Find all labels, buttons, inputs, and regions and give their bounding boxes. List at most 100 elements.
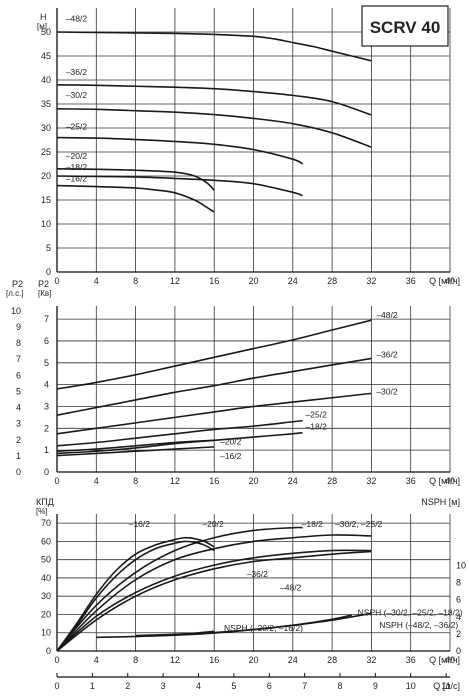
x-tick-label: 20 bbox=[248, 476, 258, 486]
y-tick-label: 0 bbox=[44, 467, 49, 477]
series-label: NSPH (–48/2, –36/2) bbox=[379, 620, 458, 630]
y-tick-label: 3 bbox=[44, 401, 49, 411]
x-tick-label: 0 bbox=[54, 276, 59, 286]
series-line bbox=[56, 31, 372, 62]
y2-tick-label: 8 bbox=[456, 578, 461, 588]
series-label: –18/2 bbox=[302, 519, 324, 529]
series-line bbox=[56, 549, 372, 652]
series-line bbox=[56, 184, 215, 213]
y-tick-label: 6 bbox=[44, 336, 49, 346]
x2-tick-label: 1 bbox=[90, 681, 95, 691]
series-label: –48/2 bbox=[280, 583, 302, 593]
x-tick-label: 28 bbox=[327, 655, 337, 665]
series-label: –18/2 bbox=[66, 162, 88, 172]
x-tick-label: 36 bbox=[406, 655, 416, 665]
y2-tick-label: 2 bbox=[456, 629, 461, 639]
series-label: –30/2 bbox=[376, 386, 398, 396]
x-tick-label: 4 bbox=[94, 476, 99, 486]
x2-tick-label: 10 bbox=[406, 681, 416, 691]
series-label: –16/2 bbox=[66, 173, 88, 183]
series-line bbox=[56, 536, 215, 652]
x-tick-label: 16 bbox=[209, 476, 219, 486]
series-label: –48/2 bbox=[66, 13, 88, 23]
x2-tick-label: 9 bbox=[373, 681, 378, 691]
y2-axis-unit: [л.с.] bbox=[6, 289, 24, 298]
y2-tick-label: 10 bbox=[456, 560, 466, 570]
series-label: –25/2 bbox=[306, 409, 328, 419]
series-label: –30/2 bbox=[66, 90, 88, 100]
x-tick-label: 12 bbox=[170, 655, 180, 665]
x2-tick-label: 0 bbox=[54, 681, 59, 691]
x-tick-label: 24 bbox=[288, 655, 298, 665]
series-label: –36/2 bbox=[247, 569, 269, 579]
y2-axis-label: P2 bbox=[12, 279, 23, 289]
series-line bbox=[56, 526, 303, 652]
title-box: SCRV 40 bbox=[361, 5, 449, 47]
y-tick-label: 2 bbox=[44, 423, 49, 433]
series-label: –25/2 bbox=[66, 121, 88, 131]
y2-tick-label: 2 bbox=[16, 435, 21, 445]
x-tick-label: 4 bbox=[94, 655, 99, 665]
y-tick-label: 7 bbox=[44, 314, 49, 324]
series-label: –36/2 bbox=[376, 349, 398, 359]
y-axis-unit: [Кв] bbox=[38, 289, 51, 298]
x-tick-label: 36 bbox=[406, 476, 416, 486]
y2-tick-label: 10 bbox=[11, 306, 21, 316]
x-tick-label: 12 bbox=[170, 476, 180, 486]
x2-tick-label: 4 bbox=[196, 681, 201, 691]
y-axis-label: H bbox=[40, 12, 47, 22]
chart-title: SCRV 40 bbox=[370, 18, 441, 37]
series-label: –16/2 bbox=[129, 519, 151, 529]
y2-tick-label: 0 bbox=[456, 646, 461, 656]
x-tick-label: 36 bbox=[406, 276, 416, 286]
x-tick-label: 8 bbox=[133, 655, 138, 665]
y-tick-label: 4 bbox=[44, 380, 49, 390]
y-tick-label: 40 bbox=[41, 573, 51, 583]
x-axis-label: Q [м³/ч] bbox=[429, 655, 460, 665]
y-tick-label: 20 bbox=[41, 171, 51, 181]
series-line bbox=[56, 84, 372, 116]
y-axis-unit: [%] bbox=[36, 507, 48, 516]
y-axis-unit: [м] bbox=[37, 22, 47, 31]
y-axis-label: P2 bbox=[38, 279, 49, 289]
series-label: –20/2 bbox=[202, 519, 224, 529]
series-label: –30/2, –25/2 bbox=[335, 519, 383, 529]
y2-tick-label: 6 bbox=[456, 595, 461, 605]
y2-tick-label: 1 bbox=[16, 451, 21, 461]
x-tick-label: 16 bbox=[209, 655, 219, 665]
y-tick-label: 30 bbox=[41, 123, 51, 133]
series-label: –16/2 bbox=[220, 451, 242, 461]
y-tick-label: 15 bbox=[41, 195, 51, 205]
y-tick-label: 50 bbox=[41, 27, 51, 37]
y-tick-label: 40 bbox=[41, 75, 51, 85]
x-axis-label: Q [м³/ч] bbox=[429, 276, 460, 286]
x-tick-label: 16 bbox=[209, 276, 219, 286]
y-tick-label: 20 bbox=[41, 609, 51, 619]
x-tick-label: 4 bbox=[94, 276, 99, 286]
series-line bbox=[56, 136, 304, 165]
y-tick-label: 0 bbox=[46, 267, 51, 277]
y2-axis-label: NSPH [м] bbox=[421, 497, 460, 507]
series-label: –20/2 bbox=[66, 151, 88, 161]
y-tick-label: 35 bbox=[41, 99, 51, 109]
x-tick-label: 40 bbox=[445, 276, 455, 286]
y-tick-label: 30 bbox=[41, 591, 51, 601]
y-tick-label: 10 bbox=[41, 628, 51, 638]
x-tick-label: 24 bbox=[288, 276, 298, 286]
series-line bbox=[56, 431, 303, 455]
y-tick-label: 45 bbox=[41, 51, 51, 61]
series-label: –48/2 bbox=[376, 310, 398, 320]
x-axis-label: Q [м³/ч] bbox=[429, 476, 460, 486]
x-tick-label: 40 bbox=[445, 476, 455, 486]
y2-tick-label: 5 bbox=[16, 386, 21, 396]
series-line bbox=[56, 108, 372, 148]
series-line bbox=[56, 446, 215, 457]
x-tick-label: 32 bbox=[366, 655, 376, 665]
x2-tick-label: 6 bbox=[267, 681, 272, 691]
x2-tick-label: 2 bbox=[125, 681, 130, 691]
series-label: –20/2 bbox=[220, 437, 242, 447]
y2-tick-label: 4 bbox=[456, 612, 461, 622]
x-tick-label: 12 bbox=[170, 276, 180, 286]
